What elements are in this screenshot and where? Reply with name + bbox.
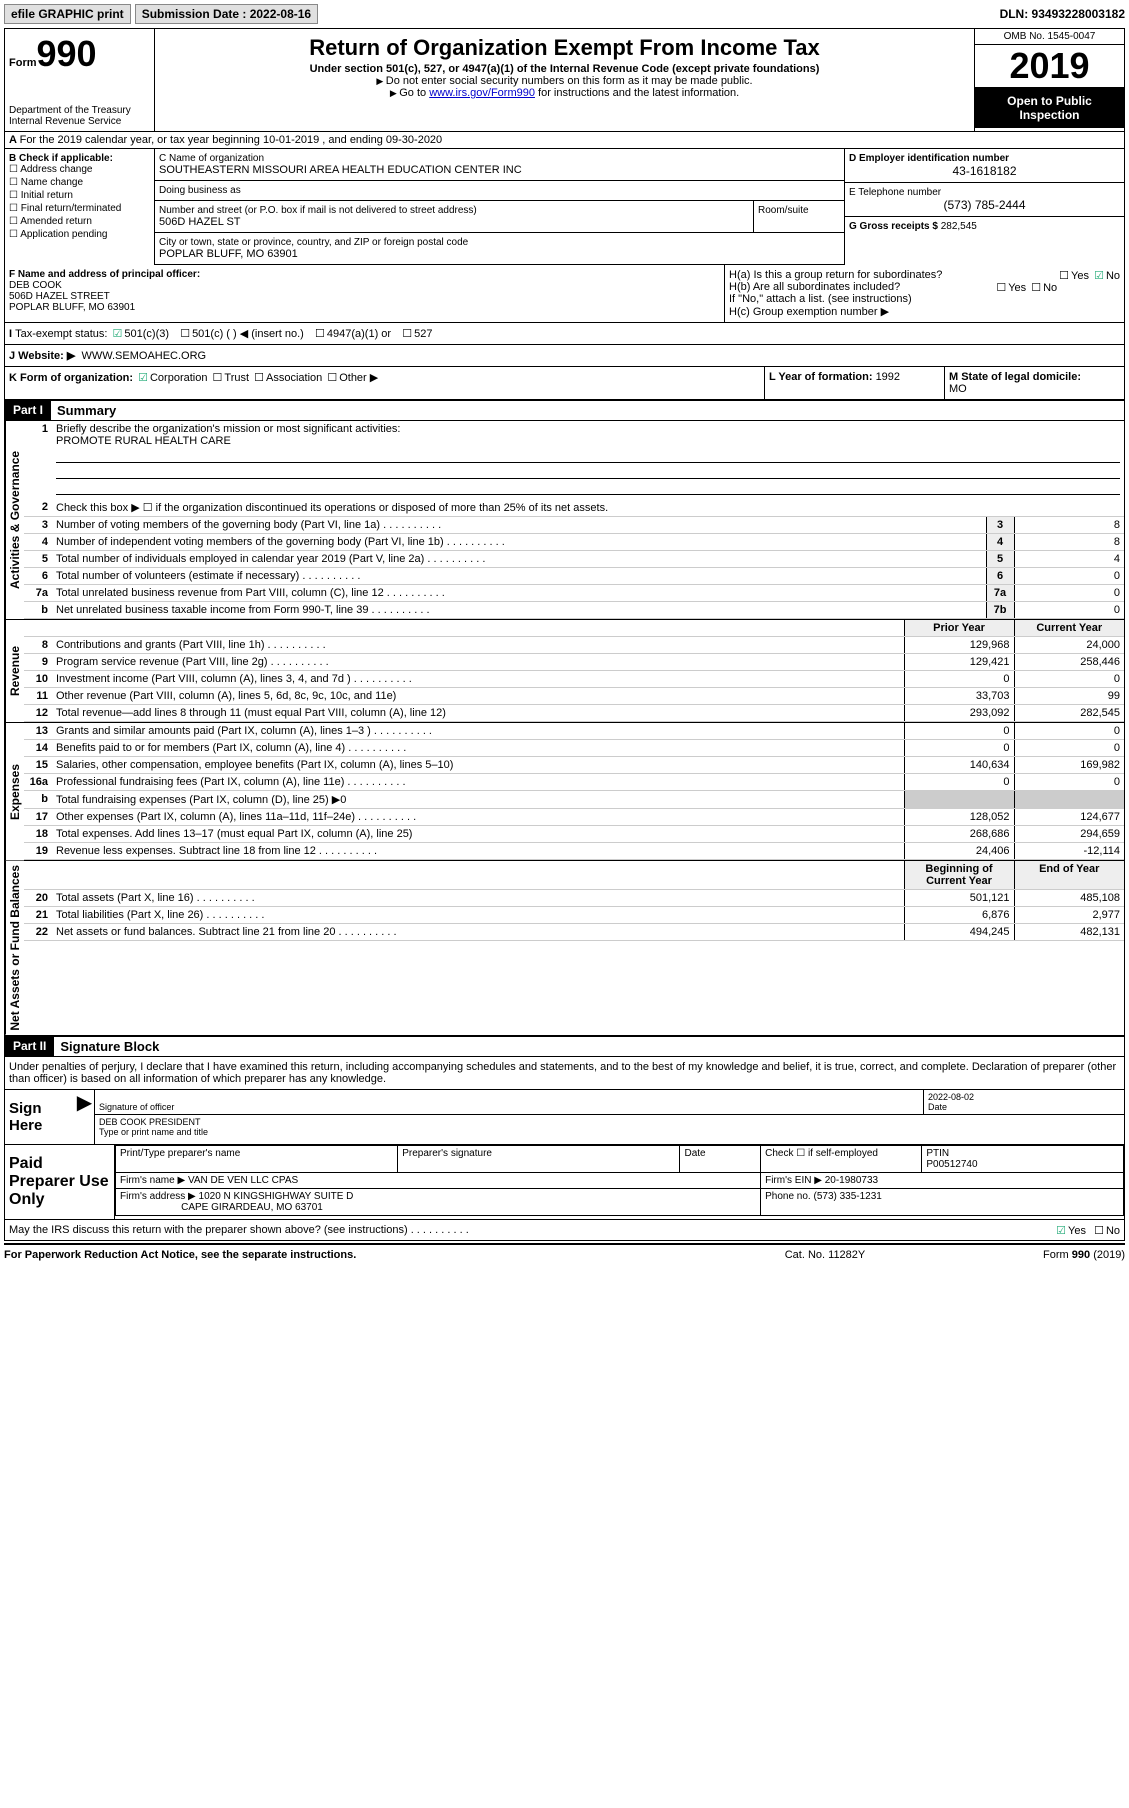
- firm-ein: 20-1980733: [825, 1175, 878, 1186]
- chk-final-return[interactable]: Final return/terminated: [9, 203, 150, 214]
- form-note-link: Go to www.irs.gov/Form990 for instructio…: [159, 87, 970, 99]
- section-b: B Check if applicable: Address change Na…: [5, 149, 155, 265]
- chk-trust[interactable]: [211, 372, 225, 384]
- ptin-value: P00512740: [926, 1159, 977, 1170]
- sign-here-label: Sign Here: [5, 1090, 75, 1144]
- top-bar: efile GRAPHIC print Submission Date : 20…: [4, 4, 1125, 24]
- line4-value: 8: [1014, 534, 1124, 551]
- officer-name: DEB COOK: [9, 280, 62, 291]
- form-subtitle: Under section 501(c), 527, or 4947(a)(1)…: [159, 63, 970, 75]
- part2-title: Signature Block: [54, 1037, 165, 1056]
- hb-no[interactable]: [1029, 282, 1043, 294]
- summary-netassets-table: Beginning of Current YearEnd of Year 20T…: [24, 861, 1124, 941]
- city-state-zip: POPLAR BLUFF, MO 63901: [159, 248, 298, 260]
- website-value: WWW.SEMOAHEC.ORG: [81, 350, 206, 362]
- section-m: M State of legal domicile:MO: [944, 367, 1124, 399]
- chk-amended-return[interactable]: Amended return: [9, 216, 150, 227]
- firm-addr2: CAPE GIRARDEAU, MO 63701: [181, 1202, 323, 1213]
- section-d-g: D Employer identification number43-16181…: [844, 149, 1124, 265]
- tax-exempt-row: I Tax-exempt status: 501(c)(3) 501(c) ( …: [4, 323, 1125, 345]
- officer-signed-name: DEB COOK PRESIDENT: [99, 1117, 201, 1127]
- org-name: SOUTHEASTERN MISSOURI AREA HEALTH EDUCAT…: [159, 164, 522, 176]
- ha-no[interactable]: [1092, 270, 1106, 282]
- line-a: A For the 2019 calendar year, or tax yea…: [4, 132, 1125, 149]
- mission-text: PROMOTE RURAL HEALTH CARE: [56, 435, 231, 447]
- discuss-yes[interactable]: [1054, 1225, 1068, 1237]
- ha-yes[interactable]: [1057, 270, 1071, 282]
- line6-value: 0: [1014, 568, 1124, 585]
- sig-date-value: 2022-08-02: [928, 1092, 974, 1102]
- summary-ag-table: 1Briefly describe the organization's mis…: [24, 421, 1124, 619]
- chk-4947[interactable]: [313, 328, 327, 340]
- tax-year: 2019: [975, 45, 1124, 88]
- irs-link[interactable]: www.irs.gov/Form990: [429, 87, 535, 99]
- firm-addr1: 1020 N KINGSHIGHWAY SUITE D: [199, 1191, 354, 1202]
- discuss-row: May the IRS discuss this return with the…: [5, 1219, 1124, 1240]
- line3-value: 8: [1014, 517, 1124, 534]
- public-inspection-badge: Open to Public Inspection: [975, 88, 1124, 128]
- chk-corp[interactable]: [136, 372, 150, 384]
- dept-label: Department of the Treasury Internal Reve…: [9, 105, 150, 127]
- page-footer: For Paperwork Reduction Act Notice, see …: [4, 1243, 1125, 1265]
- sign-arrow-icon: ▶: [75, 1090, 95, 1144]
- form-title: Return of Organization Exempt From Incom…: [159, 35, 970, 61]
- form-note-ssn: Do not enter social security numbers on …: [159, 75, 970, 87]
- officer-addr2: POPLAR BLUFF, MO 63901: [9, 302, 135, 313]
- chk-501c[interactable]: [178, 328, 192, 340]
- chk-application-pending[interactable]: Application pending: [9, 229, 150, 240]
- phone-value: (573) 785-2444: [849, 198, 1120, 212]
- form-number: Form990: [9, 33, 150, 75]
- firm-name: VAN DE VEN LLC CPAS: [188, 1175, 298, 1186]
- summary-revenue-table: Prior YearCurrent Year 8Contributions an…: [24, 620, 1124, 722]
- tab-activities-governance: Activities & Governance: [5, 421, 24, 619]
- line7a-value: 0: [1014, 585, 1124, 602]
- street-address: 506D HAZEL ST: [159, 216, 241, 228]
- perjury-declaration: Under penalties of perjury, I declare th…: [5, 1057, 1124, 1089]
- chk-address-change[interactable]: Address change: [9, 164, 150, 175]
- signature-block: Under penalties of perjury, I declare th…: [4, 1057, 1125, 1241]
- chk-501c3[interactable]: [111, 328, 125, 340]
- line5-value: 4: [1014, 551, 1124, 568]
- section-k: K Form of organization: Corporation Trus…: [5, 367, 764, 399]
- section-h: H(a) Is this a group return for subordin…: [724, 265, 1124, 322]
- paid-preparer-label: Paid Preparer Use Only: [5, 1145, 115, 1219]
- part1-header: Part I: [5, 401, 51, 420]
- part1-title: Summary: [51, 401, 122, 420]
- preparer-table: Print/Type preparer's name Preparer's si…: [115, 1145, 1124, 1216]
- room-suite: Room/suite: [754, 201, 844, 233]
- firm-phone: (573) 335-1231: [813, 1191, 881, 1202]
- tab-net-assets: Net Assets or Fund Balances: [5, 861, 24, 1035]
- part2-header: Part II: [5, 1037, 54, 1056]
- submission-date-badge: Submission Date : 2022-08-16: [135, 4, 318, 24]
- officer-addr1: 506D HAZEL STREET: [9, 291, 110, 302]
- form-header: Form990 Department of the Treasury Inter…: [4, 28, 1125, 132]
- gross-receipts: 282,545: [941, 221, 977, 232]
- summary-expenses-table: 13Grants and similar amounts paid (Part …: [24, 723, 1124, 860]
- hb-yes[interactable]: [994, 282, 1008, 294]
- tab-revenue: Revenue: [5, 620, 24, 722]
- line7b-value: 0: [1014, 602, 1124, 619]
- discuss-no[interactable]: [1092, 1225, 1106, 1237]
- chk-assoc[interactable]: [252, 372, 266, 384]
- section-f: F Name and address of principal officer:…: [5, 265, 724, 322]
- tab-expenses: Expenses: [5, 723, 24, 860]
- chk-initial-return[interactable]: Initial return: [9, 190, 150, 201]
- section-c: C Name of organization SOUTHEASTERN MISS…: [155, 149, 844, 265]
- efile-button[interactable]: efile GRAPHIC print: [4, 4, 131, 24]
- omb-number: OMB No. 1545-0047: [975, 29, 1124, 45]
- chk-527[interactable]: [400, 328, 414, 340]
- chk-other[interactable]: [325, 372, 339, 384]
- dln-label: DLN: 93493228003182: [1000, 7, 1125, 21]
- ein-value: 43-1618182: [849, 164, 1120, 178]
- chk-name-change[interactable]: Name change: [9, 177, 150, 188]
- section-l: L Year of formation: 1992: [764, 367, 944, 399]
